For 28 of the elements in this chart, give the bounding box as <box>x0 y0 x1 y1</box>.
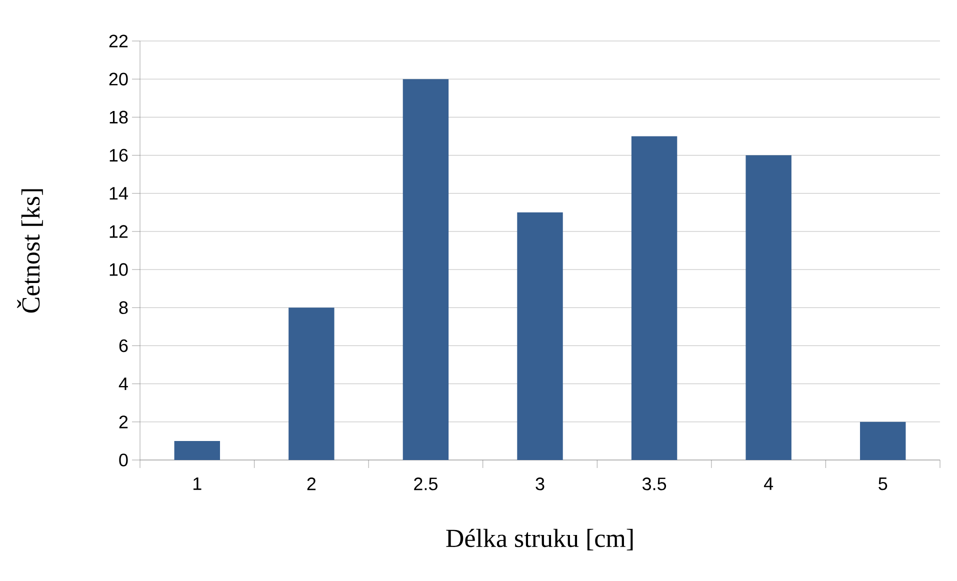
bar <box>174 440 220 460</box>
x-tick-label: 3 <box>536 478 544 490</box>
y-tick-label: 12 <box>110 225 128 238</box>
x-tick-label: 2 <box>307 478 316 490</box>
x-tick-label: 4 <box>764 478 774 490</box>
bar <box>402 79 449 460</box>
y-tick-label: 16 <box>110 148 128 162</box>
bar <box>517 212 563 460</box>
bar <box>288 308 334 460</box>
y-axis-title: Četnost [ks] <box>17 189 43 313</box>
y-tick-label: 6 <box>119 339 128 352</box>
y-tick-label: 22 <box>109 34 128 48</box>
x-axis-title: Délka struku [cm] <box>446 528 633 550</box>
y-tick-label: 20 <box>109 72 128 86</box>
x-tick-label: 2.5 <box>414 478 438 490</box>
y-tick-label: 2 <box>119 416 128 428</box>
y-tick-label: 14 <box>110 187 128 200</box>
y-tick-label: 18 <box>110 110 128 124</box>
y-tick-label: 4 <box>118 378 128 390</box>
bar <box>631 136 678 460</box>
y-tick-label: 8 <box>119 301 128 314</box>
bar <box>860 422 906 460</box>
y-tick-label: 10 <box>110 263 128 276</box>
y-tick-label: 0 <box>119 454 128 466</box>
x-tick-label: 3.5 <box>642 478 666 490</box>
x-tick-label: 1 <box>194 478 202 490</box>
x-tick-label: 5 <box>878 478 888 490</box>
bar <box>746 155 792 460</box>
